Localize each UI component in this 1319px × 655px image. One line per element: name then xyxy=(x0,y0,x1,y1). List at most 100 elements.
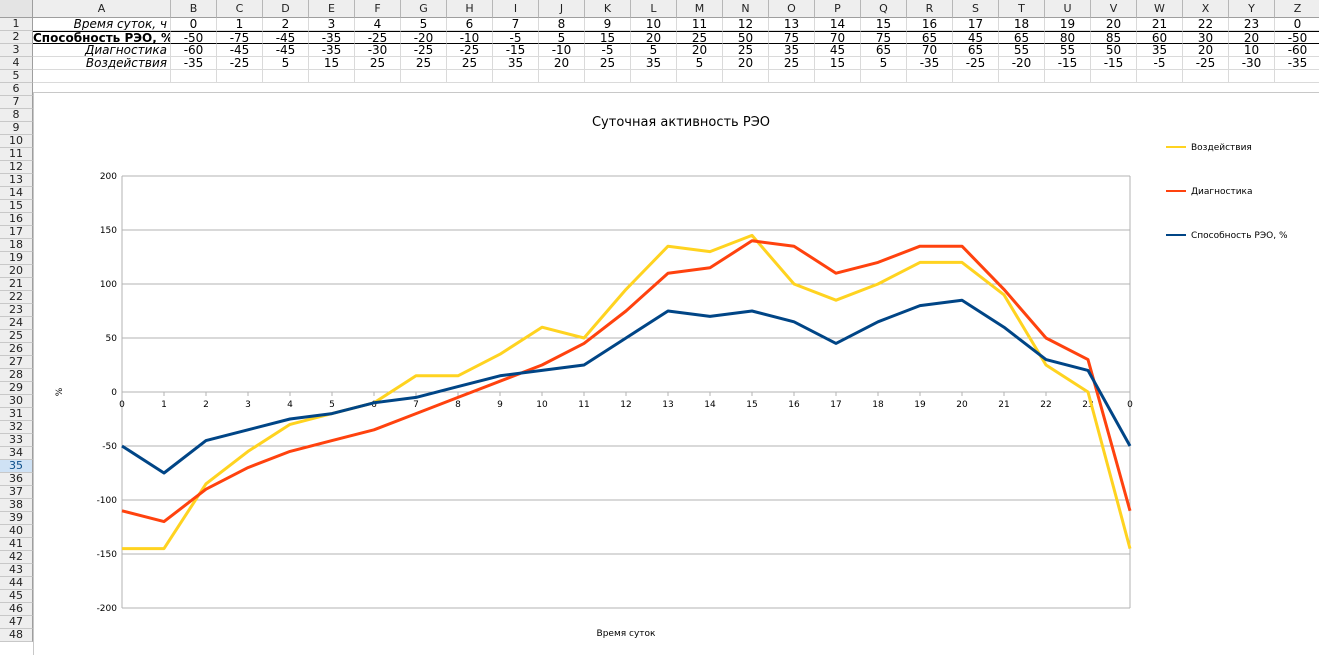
column-header-j[interactable]: J xyxy=(539,0,585,18)
cell[interactable]: 10 xyxy=(631,18,677,31)
cell[interactable] xyxy=(539,70,585,83)
row-header-34[interactable]: 34 xyxy=(0,447,33,460)
cell[interactable]: 0 xyxy=(1275,18,1319,31)
cell[interactable]: 8 xyxy=(539,18,585,31)
cell[interactable] xyxy=(1183,70,1229,83)
cell[interactable] xyxy=(1137,70,1183,83)
cell[interactable]: 3 xyxy=(309,18,355,31)
cell[interactable]: 25 xyxy=(401,57,447,70)
column-header-w[interactable]: W xyxy=(1137,0,1183,18)
row-header-17[interactable]: 17 xyxy=(0,226,33,239)
row-label[interactable]: Время суток, ч xyxy=(33,18,171,31)
row-header-2[interactable]: 2 xyxy=(0,31,33,44)
cell[interactable]: 0 xyxy=(171,18,217,31)
row-header-16[interactable]: 16 xyxy=(0,213,33,226)
column-header-e[interactable]: E xyxy=(309,0,355,18)
cell[interactable]: 18 xyxy=(999,18,1045,31)
row-header-6[interactable]: 6 xyxy=(0,83,33,96)
cell[interactable]: 5 xyxy=(861,57,907,70)
cell[interactable]: 15 xyxy=(585,31,631,44)
cell[interactable]: 2 xyxy=(263,18,309,31)
select-all-corner[interactable] xyxy=(0,0,33,18)
row-header-29[interactable]: 29 xyxy=(0,382,33,395)
cell[interactable]: -15 xyxy=(493,44,539,57)
cell[interactable]: -25 xyxy=(355,31,401,44)
cell[interactable]: -5 xyxy=(1137,57,1183,70)
cell[interactable] xyxy=(1045,70,1091,83)
cell[interactable]: 35 xyxy=(493,57,539,70)
column-header-a[interactable]: A xyxy=(33,0,171,18)
cell[interactable]: 45 xyxy=(953,31,999,44)
cell[interactable] xyxy=(33,70,171,83)
cell[interactable]: 7 xyxy=(493,18,539,31)
cell[interactable]: 20 xyxy=(677,44,723,57)
cell[interactable]: 45 xyxy=(815,44,861,57)
row-header-27[interactable]: 27 xyxy=(0,356,33,369)
column-header-q[interactable]: Q xyxy=(861,0,907,18)
cell[interactable]: 20 xyxy=(1229,31,1275,44)
cell[interactable]: -75 xyxy=(217,31,263,44)
column-header-x[interactable]: X xyxy=(1183,0,1229,18)
row-header-47[interactable]: 47 xyxy=(0,616,33,629)
cell[interactable]: 5 xyxy=(677,57,723,70)
column-header-s[interactable]: S xyxy=(953,0,999,18)
row-header-31[interactable]: 31 xyxy=(0,408,33,421)
column-header-c[interactable]: C xyxy=(217,0,263,18)
cell[interactable]: 55 xyxy=(999,44,1045,57)
cell[interactable]: 25 xyxy=(355,57,401,70)
cell[interactable]: 17 xyxy=(953,18,999,31)
cell[interactable] xyxy=(999,70,1045,83)
cell[interactable] xyxy=(1275,70,1319,83)
row-header-9[interactable]: 9 xyxy=(0,122,33,135)
cell[interactable]: 80 xyxy=(1045,31,1091,44)
row-header-25[interactable]: 25 xyxy=(0,330,33,343)
series-line-2[interactable] xyxy=(121,239,1132,524)
cell[interactable]: 14 xyxy=(815,18,861,31)
row-header-8[interactable]: 8 xyxy=(0,109,33,122)
cell[interactable]: -5 xyxy=(585,44,631,57)
row-header-22[interactable]: 22 xyxy=(0,291,33,304)
cell[interactable]: -10 xyxy=(539,44,585,57)
cell[interactable]: -15 xyxy=(1091,57,1137,70)
row-header-19[interactable]: 19 xyxy=(0,252,33,265)
column-header-y[interactable]: Y xyxy=(1229,0,1275,18)
column-header-b[interactable]: B xyxy=(171,0,217,18)
row-header-40[interactable]: 40 xyxy=(0,525,33,538)
cell[interactable]: 85 xyxy=(1091,31,1137,44)
row-header-10[interactable]: 10 xyxy=(0,135,33,148)
cell[interactable]: 5 xyxy=(631,44,677,57)
cell[interactable]: 65 xyxy=(861,44,907,57)
series-line-1[interactable] xyxy=(122,233,1132,551)
column-header-d[interactable]: D xyxy=(263,0,309,18)
cell[interactable]: 75 xyxy=(769,31,815,44)
row-header-43[interactable]: 43 xyxy=(0,564,33,577)
cell[interactable]: 9 xyxy=(585,18,631,31)
column-header-v[interactable]: V xyxy=(1091,0,1137,18)
cell[interactable] xyxy=(263,70,309,83)
cell[interactable]: 15 xyxy=(309,57,355,70)
cell[interactable] xyxy=(585,70,631,83)
cell[interactable] xyxy=(1091,70,1137,83)
column-header-p[interactable]: P xyxy=(815,0,861,18)
cell[interactable]: -45 xyxy=(217,44,263,57)
column-header-m[interactable]: M xyxy=(677,0,723,18)
cell[interactable]: -35 xyxy=(907,57,953,70)
column-header-t[interactable]: T xyxy=(999,0,1045,18)
cell[interactable]: -10 xyxy=(447,31,493,44)
cell[interactable]: -25 xyxy=(1183,57,1229,70)
row-header-28[interactable]: 28 xyxy=(0,369,33,382)
cell[interactable]: 25 xyxy=(723,44,769,57)
line-chart[interactable]: 200 150 100 50 0 -50 -100 -150 -200 0 1 2 3 4 5 6 7 8 9 10… xyxy=(33,92,1319,655)
cell[interactable]: 15 xyxy=(815,57,861,70)
cell[interactable]: 10 xyxy=(1229,44,1275,57)
cell[interactable] xyxy=(401,70,447,83)
cell[interactable]: -15 xyxy=(1045,57,1091,70)
cell[interactable]: 65 xyxy=(953,44,999,57)
row-header-1[interactable]: 1 xyxy=(0,18,33,31)
column-header-i[interactable]: I xyxy=(493,0,539,18)
cell[interactable]: -35 xyxy=(309,44,355,57)
cell[interactable] xyxy=(907,70,953,83)
cell[interactable]: 60 xyxy=(1137,31,1183,44)
column-header-f[interactable]: F xyxy=(355,0,401,18)
row-header-35[interactable]: 35 xyxy=(0,460,33,473)
